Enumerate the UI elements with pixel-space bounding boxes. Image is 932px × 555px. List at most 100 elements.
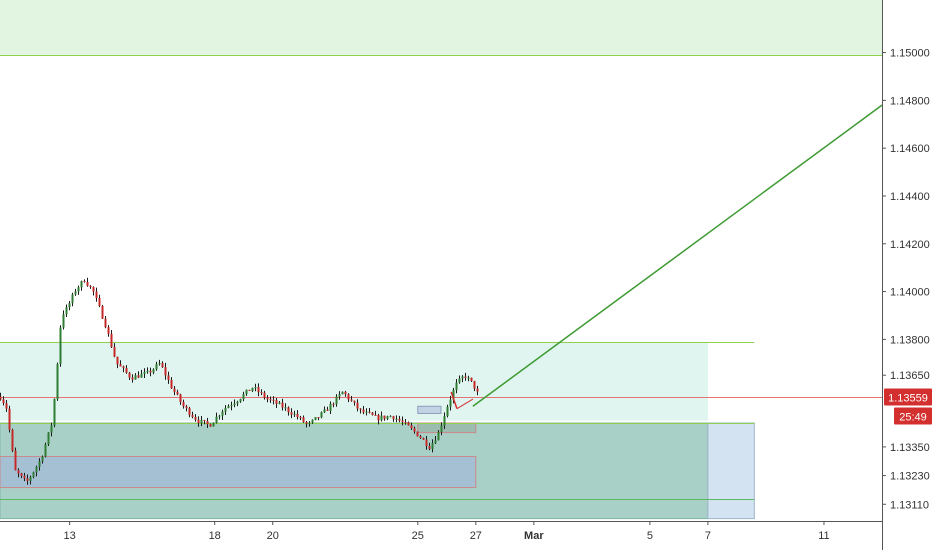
candle-body: [434, 440, 437, 444]
candle-body: [185, 406, 188, 409]
candle-body: [182, 401, 185, 407]
small-box-1[interactable]: [417, 405, 442, 414]
candle-body: [56, 364, 59, 400]
candle-body: [389, 416, 392, 418]
candle-body: [296, 413, 299, 418]
candle-body: [164, 367, 167, 376]
time-tick-label: 13: [64, 530, 76, 542]
price-tick-label: 1.13800: [890, 334, 930, 346]
candle-body: [320, 412, 323, 418]
price-axis-panel: [882, 0, 932, 550]
trendline[interactable]: [472, 104, 883, 407]
candle-body: [50, 425, 53, 433]
candle-body: [377, 414, 380, 421]
candle-body: [83, 281, 86, 283]
candle-body: [53, 399, 56, 426]
candle-body: [257, 387, 260, 393]
blue-zone[interactable]: [0, 455, 477, 489]
candle-body: [86, 281, 89, 286]
candle-body: [197, 419, 200, 424]
candle-body: [398, 418, 401, 421]
candle-body: [368, 411, 371, 413]
candle-body: [206, 420, 209, 425]
time-tick-label: 18: [209, 530, 221, 542]
candle-body: [35, 466, 38, 473]
candle-body: [467, 377, 470, 379]
candle-body: [179, 394, 182, 402]
candle-body: [233, 403, 236, 406]
candle-body: [470, 377, 473, 381]
candle-body: [293, 413, 296, 415]
candle-body: [365, 411, 368, 413]
candle-body: [110, 333, 113, 347]
candle-body: [200, 419, 203, 424]
candle-body: [287, 407, 290, 413]
candle-body: [272, 399, 275, 401]
candle-body: [341, 391, 344, 395]
target-zone[interactable]: [0, 0, 882, 55]
candle-body: [476, 388, 479, 392]
red-drawing-segment[interactable]: [450, 391, 458, 409]
candle-body: [92, 286, 95, 292]
candle-body: [299, 417, 302, 419]
candle-body: [335, 396, 338, 405]
candle-body: [218, 415, 221, 417]
candle-body: [17, 470, 20, 474]
candle-body: [281, 402, 284, 408]
candle-body: [323, 409, 326, 413]
candle-body: [428, 446, 431, 449]
red-drawing-segment[interactable]: [456, 398, 474, 410]
candle-body: [131, 377, 134, 380]
candle-body: [401, 420, 404, 423]
candle-body: [260, 392, 263, 394]
candle-body: [446, 406, 449, 417]
price-tick-label: 1.13230: [890, 471, 930, 483]
projection-zone[interactable]: [707, 422, 755, 520]
candle-body: [188, 408, 191, 415]
candle-body: [284, 407, 287, 409]
candle-body: [2, 399, 5, 404]
candle-body: [449, 399, 452, 407]
candle-body: [38, 461, 41, 467]
time-tick-label: Mar: [524, 530, 544, 542]
candle-body: [359, 408, 362, 410]
candle-body: [326, 409, 329, 411]
candle-body: [47, 432, 50, 445]
candle-body: [128, 372, 131, 378]
candle-body: [374, 414, 377, 416]
candle-body: [146, 370, 149, 372]
candle-body: [269, 399, 272, 401]
candle-body: [116, 356, 119, 365]
candle-body: [440, 425, 443, 432]
time-tick-label: 11: [818, 530, 829, 542]
candle-body: [416, 431, 419, 437]
candle-body: [14, 450, 17, 471]
candle-body: [176, 391, 179, 395]
candle-body: [443, 416, 446, 426]
candle-body: [227, 406, 230, 409]
time-axis-panel: [0, 521, 882, 550]
candle-body: [101, 305, 104, 319]
candle-body: [431, 443, 434, 449]
drawings-layer: [450, 104, 883, 410]
candle-body: [161, 363, 164, 368]
time-tick-label: 5: [647, 530, 653, 542]
candle-body: [65, 307, 68, 315]
small-box-2[interactable]: [417, 422, 477, 434]
candle-body: [458, 378, 461, 383]
candle-body: [173, 388, 176, 392]
candle-body: [203, 419, 206, 421]
range-zone[interactable]: [0, 341, 708, 421]
candle-body: [134, 375, 137, 380]
candle-body: [32, 472, 35, 478]
candle-body: [209, 424, 212, 427]
candle-body: [191, 414, 194, 417]
candle-body: [215, 416, 218, 423]
candle-body: [350, 399, 353, 401]
candle-body: [158, 363, 161, 365]
candle-body: [41, 456, 44, 462]
time-tick-label: 7: [705, 530, 711, 542]
price-tick-label: 1.13650: [890, 370, 930, 382]
